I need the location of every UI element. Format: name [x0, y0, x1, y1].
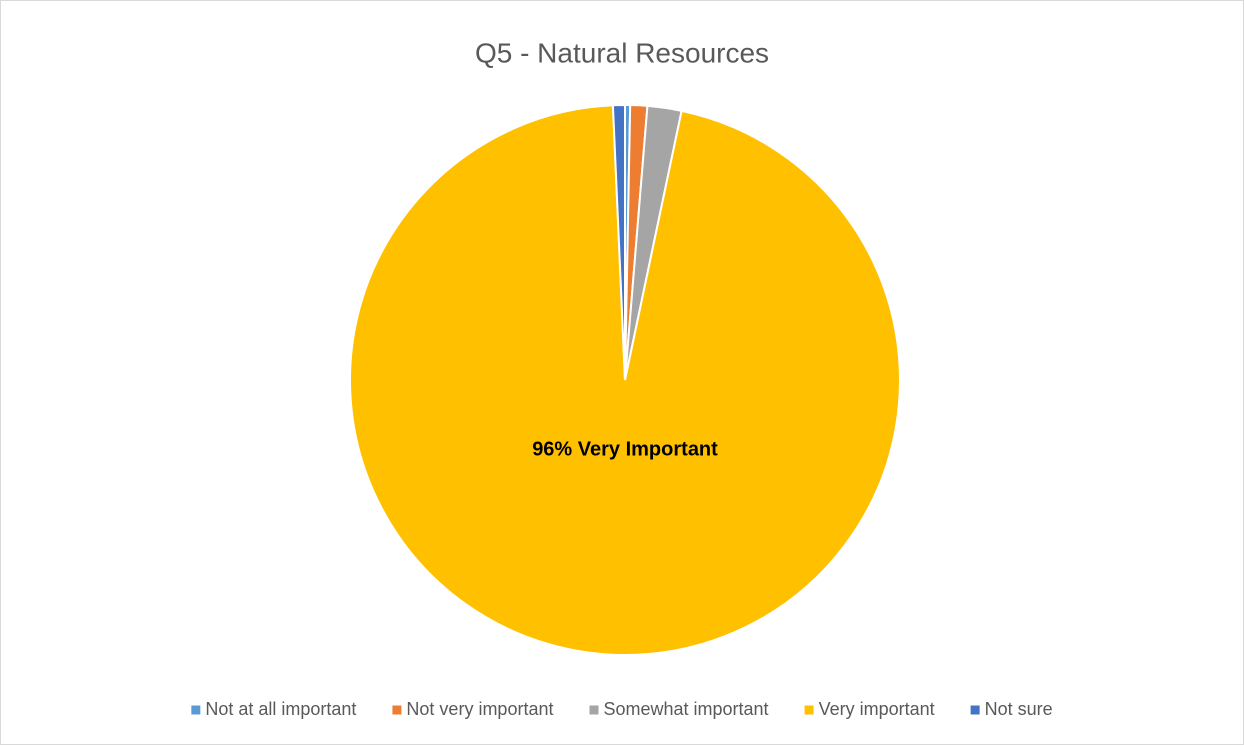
pie-slice	[349, 104, 901, 656]
legend-swatch	[970, 705, 980, 715]
legend-swatch	[804, 705, 814, 715]
data-label: 96% Very Important	[532, 438, 718, 460]
legend-label: Not sure	[985, 699, 1053, 719]
legend-label: Very important	[819, 699, 935, 719]
legend-label: Not at all important	[205, 699, 356, 719]
pie-slice	[611, 103, 626, 381]
legend-swatch	[392, 705, 402, 715]
chart-title: Q5 - Natural Resources	[475, 37, 769, 68]
legend-label: Somewhat important	[603, 699, 768, 719]
legend-swatch	[191, 705, 201, 715]
legend-label: Not very important	[406, 699, 553, 719]
legend-swatch	[589, 705, 599, 715]
